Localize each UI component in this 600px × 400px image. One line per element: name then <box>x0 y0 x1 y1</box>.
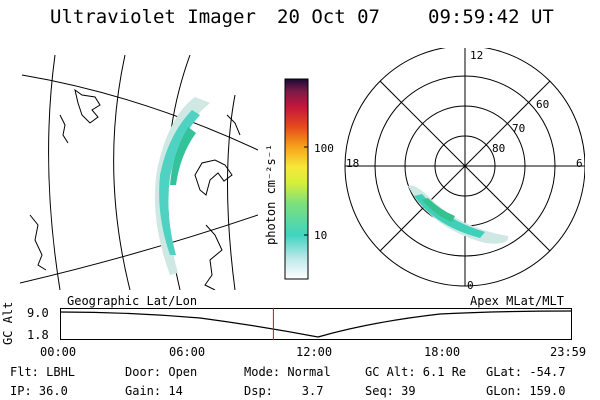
status-door: Door: Open <box>125 365 198 379</box>
geo-panel-label: Geographic Lat/Lon <box>67 294 198 308</box>
status-mode: Mode: Normal <box>244 365 331 379</box>
time-tick-0000: 00:00 <box>40 345 77 359</box>
status-flt: Flt: LBHL <box>10 365 76 379</box>
time: 09:59:42 UT <box>428 6 554 28</box>
mlt-label-6: 6 <box>576 157 583 170</box>
colorbar-tick-100: 100 <box>314 142 334 155</box>
title: Ultraviolet Imager <box>50 6 256 28</box>
mlt-label-18: 18 <box>346 157 360 170</box>
aurora-emission-polar <box>408 185 509 244</box>
status-gc-alt: GC Alt: 6.1 Re <box>365 365 467 379</box>
status-seq: Seq: 39 <box>365 384 416 398</box>
lat-label-80: 80 <box>492 142 506 155</box>
colorbar <box>284 78 309 280</box>
geographic-map <box>20 55 258 290</box>
altitude-plot <box>60 308 572 340</box>
status-gain: Gain: 14 <box>125 384 183 398</box>
status-ip: IP: 36.0 <box>10 384 68 398</box>
lat-label-70: 70 <box>512 122 526 135</box>
time-tick-2359: 23:59 <box>550 345 587 359</box>
mlt-label-0: 0 <box>467 279 474 292</box>
colorbar-tick-10: 10 <box>314 229 328 242</box>
lat-label-60: 60 <box>536 98 550 111</box>
altitude-tick-9: 9.0 <box>27 306 49 320</box>
time-tick-1200: 12:00 <box>296 345 333 359</box>
time-tick-0600: 06:00 <box>169 345 206 359</box>
time-tick-1800: 18:00 <box>424 345 461 359</box>
polar-panel-label: Apex MLat/MLT <box>470 294 564 308</box>
status-glat: GLat: -54.7 <box>486 365 566 379</box>
date: 20 Oct 07 <box>277 6 380 28</box>
altitude-axis-label: GC Alt <box>1 301 15 345</box>
aurora-emission-geo <box>154 97 210 275</box>
altitude-tick-1.8: 1.8 <box>27 328 49 342</box>
colorbar-unit-label: photon cm⁻²s⁻¹ <box>264 143 278 245</box>
polar-plot <box>344 48 585 287</box>
status-glon: GLon: 159.0 <box>486 384 566 398</box>
mlt-label-12: 12 <box>470 49 484 62</box>
status-dsp: Dsp: 3.7 <box>244 384 324 398</box>
